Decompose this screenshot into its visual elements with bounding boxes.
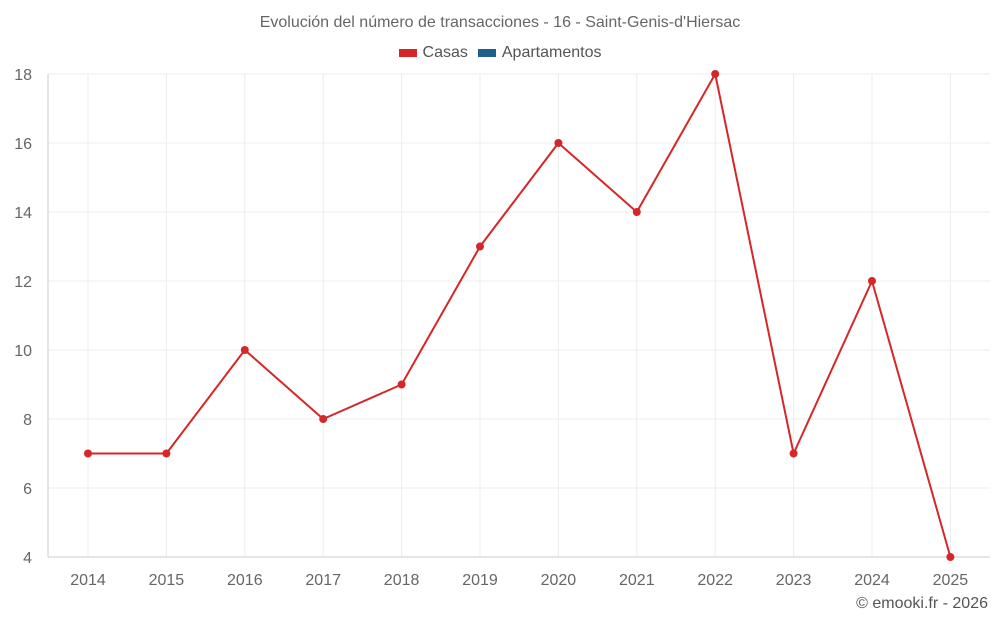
x-tick-label-2023: 2023: [776, 572, 812, 589]
y-tick-label-14: 14: [14, 205, 32, 222]
y-axis-ticks: 4 6 8 10 12 14 16 18: [14, 67, 32, 567]
y-tick-label-12: 12: [14, 274, 32, 291]
data-point-casas-2014: [84, 449, 92, 458]
legend-swatch-casas: [398, 49, 417, 57]
x-tick-label-2021: 2021: [619, 572, 655, 589]
y-tick-label-6: 6: [23, 481, 32, 498]
x-tick-label-2016: 2016: [227, 572, 263, 589]
data-point-casas-2015: [162, 449, 171, 458]
data-point-casas-2023: [789, 449, 798, 458]
legend-item-casas[interactable]: Casas: [398, 44, 468, 62]
y-tick-label-16: 16: [14, 136, 32, 153]
series-layer: [84, 70, 955, 561]
series-line-casas: [88, 73, 952, 558]
grid-lines: [48, 73, 990, 558]
data-point-casas-2022: [711, 70, 720, 78]
data-point-casas-2021: [632, 208, 641, 216]
x-axis-ticks: 2014 2015 2016 2017 2018 2019 2020 2021 2022 2023…: [70, 572, 968, 589]
x-tick-label-2022: 2022: [697, 572, 733, 589]
data-point-casas-2025: [946, 553, 955, 561]
y-tick-label-10: 10: [14, 343, 32, 360]
y-tick-label-8: 8: [23, 412, 32, 429]
data-point-casas-2020: [554, 139, 563, 147]
x-tick-label-2014: 2014: [70, 572, 106, 589]
data-point-casas-2024: [868, 277, 876, 285]
axes: [47, 74, 990, 558]
x-tick-label-2020: 2020: [541, 572, 577, 589]
x-tick-label-2017: 2017: [305, 572, 341, 589]
y-tick-label-4: 4: [23, 550, 32, 567]
credit-text: © emooki.fr - 2026: [856, 595, 988, 612]
data-point-casas-2018: [397, 380, 406, 389]
legend: Casas Apartamentos: [0, 44, 1000, 62]
data-point-casas-2017: [319, 415, 328, 423]
legend-swatch-apartamentos: [477, 49, 496, 57]
legend-item-apartamentos[interactable]: Apartamentos: [477, 44, 602, 62]
chart-title: Evolución del número de transacciones - …: [259, 14, 741, 31]
x-tick-label-2019: 2019: [462, 572, 498, 589]
y-tick-label-18: 18: [14, 67, 32, 84]
data-point-casas-2016: [240, 346, 249, 354]
legend-label-apartamentos: Apartamentos: [501, 44, 602, 61]
x-tick-label-2024: 2024: [854, 572, 890, 589]
data-point-casas-2019: [476, 242, 484, 251]
x-tick-label-2015: 2015: [149, 572, 185, 589]
legend-label-casas: Casas: [422, 44, 468, 61]
x-tick-label-2018: 2018: [384, 572, 420, 589]
x-tick-label-2025: 2025: [933, 572, 969, 589]
